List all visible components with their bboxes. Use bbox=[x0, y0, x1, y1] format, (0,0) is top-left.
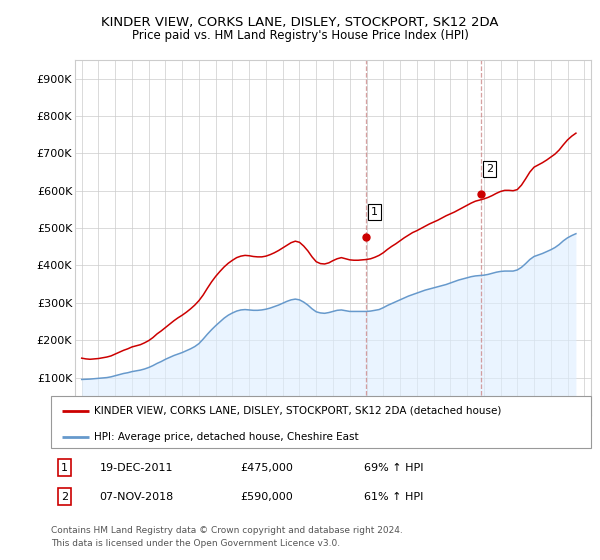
FancyBboxPatch shape bbox=[51, 396, 591, 448]
Text: 61% ↑ HPI: 61% ↑ HPI bbox=[364, 492, 424, 502]
Text: This data is licensed under the Open Government Licence v3.0.: This data is licensed under the Open Gov… bbox=[51, 539, 340, 548]
Text: Contains HM Land Registry data © Crown copyright and database right 2024.: Contains HM Land Registry data © Crown c… bbox=[51, 526, 403, 535]
Text: 1: 1 bbox=[371, 207, 378, 217]
Text: Price paid vs. HM Land Registry's House Price Index (HPI): Price paid vs. HM Land Registry's House … bbox=[131, 29, 469, 42]
Text: £590,000: £590,000 bbox=[240, 492, 293, 502]
Text: 2: 2 bbox=[486, 164, 493, 174]
Text: KINDER VIEW, CORKS LANE, DISLEY, STOCKPORT, SK12 2DA (detached house): KINDER VIEW, CORKS LANE, DISLEY, STOCKPO… bbox=[94, 406, 502, 416]
Text: 69% ↑ HPI: 69% ↑ HPI bbox=[364, 463, 424, 473]
Text: £475,000: £475,000 bbox=[240, 463, 293, 473]
Text: 19-DEC-2011: 19-DEC-2011 bbox=[100, 463, 173, 473]
Text: 1: 1 bbox=[61, 463, 68, 473]
Text: KINDER VIEW, CORKS LANE, DISLEY, STOCKPORT, SK12 2DA: KINDER VIEW, CORKS LANE, DISLEY, STOCKPO… bbox=[101, 16, 499, 29]
Text: 2: 2 bbox=[61, 492, 68, 502]
Text: 07-NOV-2018: 07-NOV-2018 bbox=[100, 492, 174, 502]
Text: HPI: Average price, detached house, Cheshire East: HPI: Average price, detached house, Ches… bbox=[94, 432, 359, 442]
